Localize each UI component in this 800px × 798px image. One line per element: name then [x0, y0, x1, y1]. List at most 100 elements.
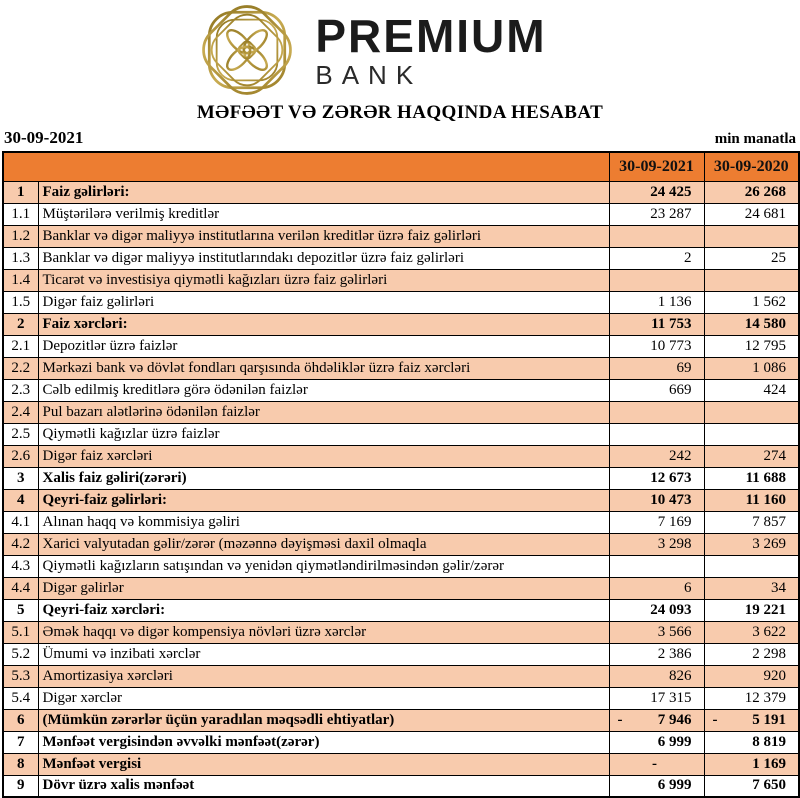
- table-row: 2.1 Depozitlər üzrə faizlər 10 773 12 795: [2, 334, 800, 358]
- row-number-cell: 5.3: [2, 664, 39, 688]
- row-number-cell: 6: [2, 708, 39, 732]
- row-number-cell: 5.2: [2, 642, 39, 666]
- row-number-cell: 4.1: [2, 510, 39, 534]
- row-label-cell: Banklar və digər maliyyə institutlarında…: [37, 246, 610, 270]
- meta-row: 30-09-2021 min manatla: [0, 128, 800, 148]
- value-cell-2021: 826: [608, 664, 705, 688]
- row-label-cell: Xarici valyutadan gəlir/zərər (məzənnə d…: [37, 532, 610, 556]
- row-number-cell: 2.3: [2, 378, 39, 402]
- header-col-2021: 30-09-2021: [608, 151, 705, 182]
- row-label-cell: Digər faiz gəlirləri: [37, 290, 610, 314]
- row-number-cell: 2.4: [2, 400, 39, 424]
- value-cell-2020: 3 269: [703, 532, 800, 556]
- row-label-cell: Qeyri-faiz gəlirləri:: [37, 488, 610, 512]
- row-label-cell: Alınan haqq və kommisiya gəliri: [37, 510, 610, 534]
- negative-sign: -: [712, 711, 718, 728]
- value-cell-2021: 1 136: [608, 290, 705, 314]
- table-row: 5.3 Amortizasiya xərcləri 826 920: [2, 664, 800, 688]
- value-cell-2020: 11 160: [703, 488, 800, 512]
- table-row: 2.2 Mərkəzi bank və dövlət fondları qarşı…: [2, 356, 800, 380]
- table-row: 1 Faiz gəlirləri: 24 425 26 268: [2, 180, 800, 204]
- row-label-cell: Faiz xərcləri:: [37, 312, 610, 336]
- value-cell-2021: 11 753: [608, 312, 705, 336]
- value-cell-2020: 11 688: [703, 466, 800, 490]
- value-cell-2020: 2 298: [703, 642, 800, 666]
- row-number-cell: 4.3: [2, 554, 39, 578]
- value-cell-2021: 17 315: [608, 686, 705, 710]
- value-cell-2020: [703, 422, 800, 446]
- table-row: 1.4 Ticarət və investisiya qiymətli kağız…: [2, 268, 800, 292]
- table-row: 2.4 Pul bazarı alətlərinə ödənilən faizlə…: [2, 400, 800, 424]
- value-cell-2021: 3 566: [608, 620, 705, 644]
- value-cell-2021: 69: [608, 356, 705, 380]
- value-cell-2020: 8 819: [703, 730, 800, 754]
- table-row: 4.4 Digər gəlirlər 6 34: [2, 576, 800, 600]
- table-header-row: 30-09-2021 30-09-2020: [2, 151, 800, 182]
- row-label-cell: Xalis faiz gəliri(zərəri): [37, 466, 610, 490]
- table-row: 5.2 Ümumi və inzibati xərclər 2 386 2 298: [2, 642, 800, 666]
- row-label-cell: Digər faiz xərcləri: [37, 444, 610, 468]
- value-cell-2021: 2 386: [608, 642, 705, 666]
- row-number-cell: 4.2: [2, 532, 39, 556]
- row-label-cell: Digər xərclər: [37, 686, 610, 710]
- value-cell-2021: 6 999: [608, 774, 705, 798]
- value-cell-2020: 14 580: [703, 312, 800, 336]
- row-label-cell: Müştərilərə verilmiş kreditlər: [37, 202, 610, 226]
- table-row: 1.1 Müştərilərə verilmiş kreditlər 23 287 2…: [2, 202, 800, 226]
- table-row: 4 Qeyri-faiz gəlirləri: 10 473 11 160: [2, 488, 800, 512]
- value-cell-2020: 19 221: [703, 598, 800, 622]
- cell-value: 5 191: [752, 711, 786, 728]
- row-number-cell: 2.6: [2, 444, 39, 468]
- value-cell-2020: [703, 268, 800, 292]
- row-number-cell: 2.2: [2, 356, 39, 380]
- brand-subname: BANK: [315, 59, 423, 90]
- value-cell-2021: 242: [608, 444, 705, 468]
- value-cell-2020: [703, 224, 800, 248]
- brand-header: PREMIUM BANK: [0, 0, 774, 97]
- value-cell-2020: 7 857: [703, 510, 800, 534]
- table-row: 2 Faiz xərcləri: 11 753 14 580: [2, 312, 800, 336]
- row-number-cell: 1.4: [2, 268, 39, 292]
- table-row: 7 Mənfəət vergisindən əvvəlki mənfəət(zər…: [2, 730, 800, 754]
- brand-name: PREMIUM: [315, 9, 547, 62]
- row-number-cell: 8: [2, 752, 39, 776]
- table-row: 1.3 Banklar və digər maliyyə institutları…: [2, 246, 800, 270]
- value-cell-2020: 1 169: [703, 752, 800, 776]
- value-cell-2021: 6: [608, 576, 705, 600]
- header-col-2020: 30-09-2020: [703, 151, 800, 182]
- value-cell-2021: 669: [608, 378, 705, 402]
- value-cell-2020: 920: [703, 664, 800, 688]
- value-cell-2021: - 7 946: [608, 708, 705, 732]
- row-label-cell: Amortizasiya xərcləri: [37, 664, 610, 688]
- row-label-cell: Digər gəlirlər: [37, 576, 610, 600]
- value-cell-2021: 23 287: [608, 202, 705, 226]
- value-cell-2021: 24 425: [608, 180, 705, 204]
- value-cell-2020: 1 086: [703, 356, 800, 380]
- row-label-cell: Depozitlər üzrə faizlər: [37, 334, 610, 358]
- report-date: 30-09-2021: [4, 128, 84, 147]
- row-label-cell: Ticarət və investisiya qiymətli kağızlar…: [37, 268, 610, 292]
- value-cell-2021: [608, 400, 705, 424]
- negative-sign: -: [617, 711, 623, 728]
- row-label-cell: Cəlb edilmiş kreditlərə görə ödənilən fa…: [37, 378, 610, 402]
- value-cell-2020: 7 650: [703, 774, 800, 798]
- value-cell-2021: 10 473: [608, 488, 705, 512]
- row-number-cell: 9: [2, 774, 39, 798]
- table-row: 8 Mənfəət vergisi -1 169: [2, 752, 800, 776]
- value-cell-2020: 25: [703, 246, 800, 270]
- row-number-cell: 2.1: [2, 334, 39, 358]
- report-table-body: 1 Faiz gəlirləri: 24 425 26 268 1.1 Müştərilə…: [2, 180, 800, 798]
- table-row: 1.2 Banklar və digər maliyyə institutları…: [2, 224, 800, 248]
- value-cell-2020: 24 681: [703, 202, 800, 226]
- currency-unit-label: min manatla: [714, 131, 796, 147]
- row-label-cell: Mərkəzi bank və dövlət fondları qarşısın…: [37, 356, 610, 380]
- row-label-cell: (Mümkün zərərlər üçün yaradılan məqsədli…: [37, 708, 610, 732]
- page-title: MƏFƏƏT VƏ ZƏRƏR HAQQINDA HESABAT: [196, 102, 604, 123]
- value-cell-2021: -: [608, 752, 705, 776]
- value-cell-2021: [608, 268, 705, 292]
- value-cell-2020: 34: [703, 576, 800, 600]
- value-cell-2020: 26 268: [703, 180, 800, 204]
- row-label-cell: Qiymətli kağızların satışından və yenidə…: [37, 554, 610, 578]
- row-label-cell: Mənfəət vergisi: [37, 752, 610, 776]
- table-row: 2.3 Cəlb edilmiş kreditlərə görə ödənilən…: [2, 378, 800, 402]
